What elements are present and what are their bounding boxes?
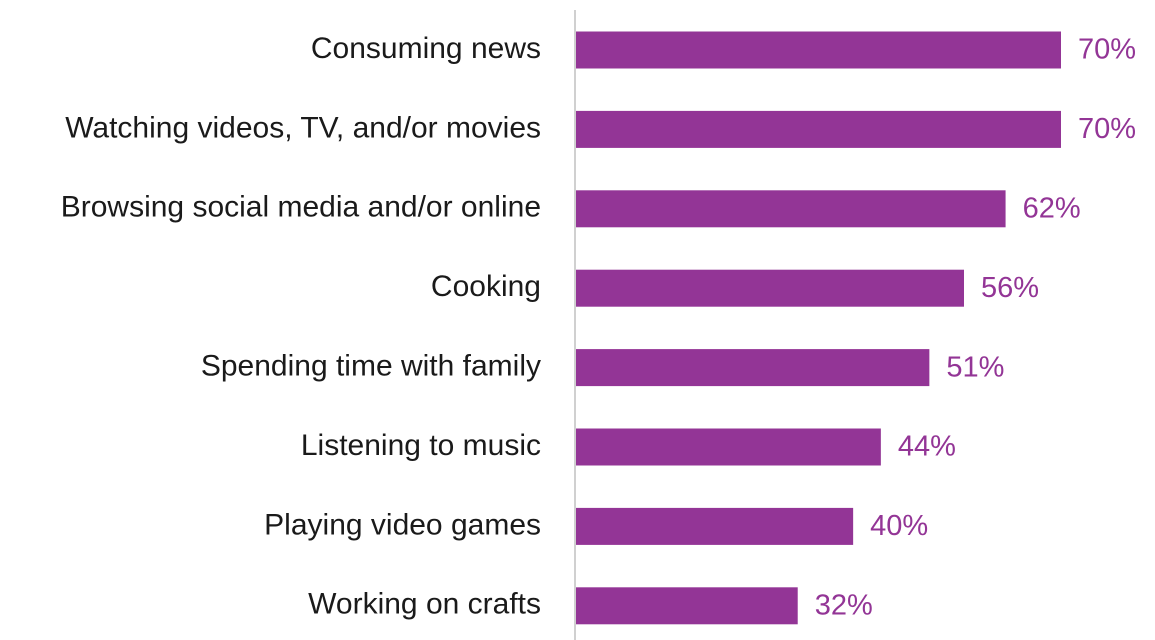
- bar: [576, 110, 1061, 148]
- value-label: 44%: [898, 431, 956, 463]
- bars-group: Consuming news 70% Watching videos, TV, an…: [61, 31, 1136, 625]
- value-label: 70%: [1078, 113, 1136, 145]
- bar: [576, 587, 798, 625]
- value-label: 56%: [981, 272, 1039, 304]
- bar: [576, 428, 881, 466]
- bar: [576, 190, 1006, 228]
- category-label: Cooking: [431, 270, 541, 303]
- value-label: 70%: [1078, 34, 1136, 66]
- value-label: 40%: [870, 510, 928, 542]
- category-label: Browsing social media and/or online: [61, 191, 541, 224]
- bar: [576, 507, 854, 545]
- category-label: Consuming news: [311, 32, 541, 65]
- category-label: Listening to music: [301, 429, 541, 462]
- bar: [576, 269, 964, 307]
- category-label: Watching videos, TV, and/or movies: [65, 111, 541, 144]
- value-label: 32%: [815, 589, 873, 621]
- bar: [576, 349, 930, 387]
- category-label: Spending time with family: [201, 350, 541, 383]
- bar: [576, 31, 1061, 69]
- value-label: 62%: [1023, 192, 1081, 224]
- category-label: Playing video games: [264, 508, 541, 541]
- value-label: 51%: [946, 351, 1004, 383]
- category-label: Working on crafts: [308, 588, 541, 621]
